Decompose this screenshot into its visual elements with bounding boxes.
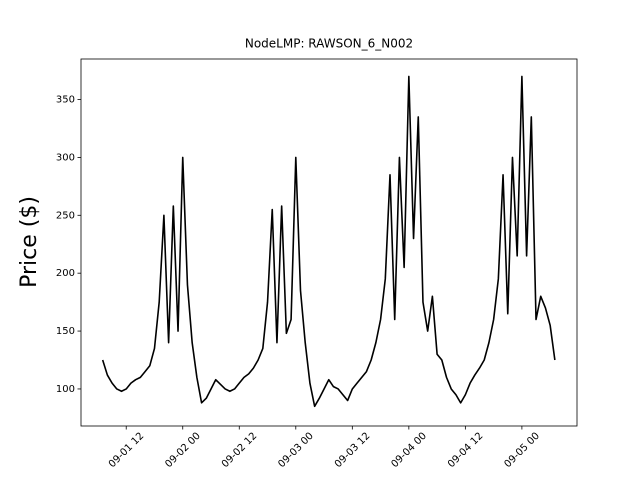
y-tick-label: 350 [56,95,75,106]
series-line [101,75,556,408]
y-tick-label: 300 [56,152,75,163]
chart-title: NodeLMP: RAWSON_6_N002 [245,37,413,51]
plot-frame [80,58,578,427]
y-tick-label: 200 [56,268,75,279]
y-axis-label: Price ($) [17,196,42,288]
y-tick-label: 250 [56,210,75,221]
y-tick-label: 100 [56,384,75,395]
y-tick-label: 150 [56,326,75,337]
